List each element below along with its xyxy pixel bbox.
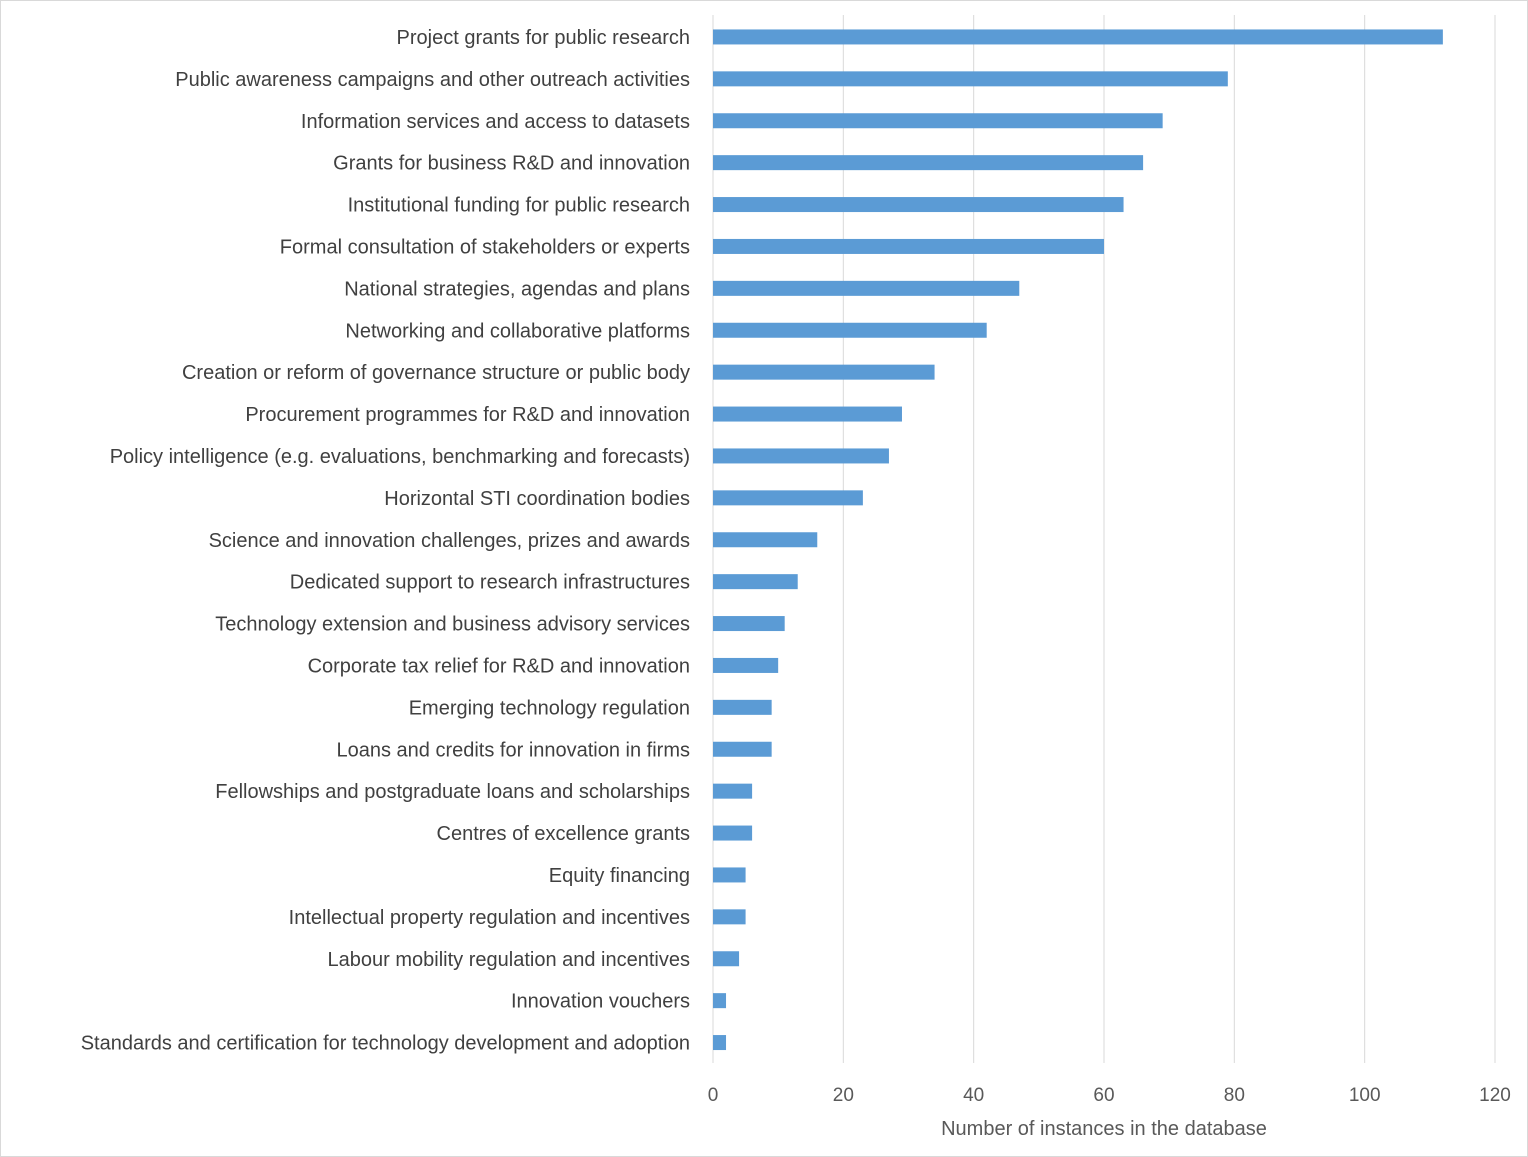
category-label: Fellowships and postgraduate loans and s… <box>215 781 690 803</box>
x-tick-labels: 0 20 40 60 80 100 120 <box>708 1085 1511 1106</box>
category-label: Institutional funding for public researc… <box>348 195 690 217</box>
category-label: Information services and access to datas… <box>301 111 690 133</box>
bar <box>713 951 740 967</box>
category-label: Corporate tax relief for R&D and innovat… <box>308 655 690 677</box>
bar <box>713 909 746 925</box>
x-tick-label: 20 <box>833 1085 854 1106</box>
bar <box>713 197 1124 213</box>
x-tick-label: 40 <box>963 1085 984 1106</box>
category-label: Loans and credits for innovation in firm… <box>336 739 690 761</box>
bar <box>713 238 1104 254</box>
category-label: Dedicated support to research infrastruc… <box>290 572 690 594</box>
category-label: Horizontal STI coordination bodies <box>384 488 690 510</box>
bar <box>713 699 772 715</box>
bar <box>713 406 902 422</box>
bar <box>713 448 889 464</box>
x-tick-label: 0 <box>708 1085 719 1106</box>
bar <box>713 741 772 757</box>
category-label: Technology extension and business adviso… <box>215 614 690 636</box>
bar <box>713 364 935 380</box>
bar <box>713 280 1020 296</box>
bars <box>713 29 1443 1051</box>
bar <box>713 71 1228 87</box>
category-label: Creation or reform of governance structu… <box>182 362 690 384</box>
category-label: Intellectual property regulation and inc… <box>289 907 690 929</box>
category-label: Labour mobility regulation and incentive… <box>328 949 690 971</box>
bar <box>713 825 753 841</box>
x-tick-label: 80 <box>1224 1085 1245 1106</box>
bar <box>713 616 785 632</box>
category-label: Networking and collaborative platforms <box>345 320 690 342</box>
bar <box>713 29 1443 45</box>
x-tick-label: 100 <box>1349 1085 1381 1106</box>
category-label: Policy intelligence (e.g. evaluations, b… <box>110 446 690 468</box>
category-label: Grants for business R&D and innovation <box>333 153 690 175</box>
gridlines <box>712 15 1496 1063</box>
category-label: Formal consultation of stakeholders or e… <box>280 236 690 258</box>
category-label: Procurement programmes for R&D and innov… <box>245 404 690 426</box>
category-label: Equity financing <box>549 865 690 887</box>
x-axis-title: Number of instances in the database <box>941 1118 1267 1140</box>
category-label: Project grants for public research <box>397 27 690 49</box>
bar <box>713 113 1163 129</box>
bar <box>713 993 727 1009</box>
bar <box>713 657 779 673</box>
bar <box>713 322 987 338</box>
bar <box>713 867 746 883</box>
category-label: Centres of excellence grants <box>437 823 690 845</box>
category-label: Emerging technology regulation <box>409 697 690 719</box>
bar <box>713 783 753 799</box>
category-label: Innovation vouchers <box>511 991 690 1013</box>
bar <box>713 574 798 590</box>
category-label: National strategies, agendas and plans <box>344 278 690 300</box>
category-label: Standards and certification for technolo… <box>81 1033 690 1055</box>
x-tick-label: 60 <box>1093 1085 1114 1106</box>
bar <box>713 532 818 548</box>
bar <box>713 155 1144 171</box>
x-tick-label: 120 <box>1479 1085 1511 1106</box>
category-labels: Project grants for public research Public… <box>81 27 690 1055</box>
bar <box>713 490 863 506</box>
category-label: Science and innovation challenges, prize… <box>209 530 690 552</box>
category-label: Public awareness campaigns and other out… <box>175 69 690 91</box>
bar <box>713 1035 727 1051</box>
